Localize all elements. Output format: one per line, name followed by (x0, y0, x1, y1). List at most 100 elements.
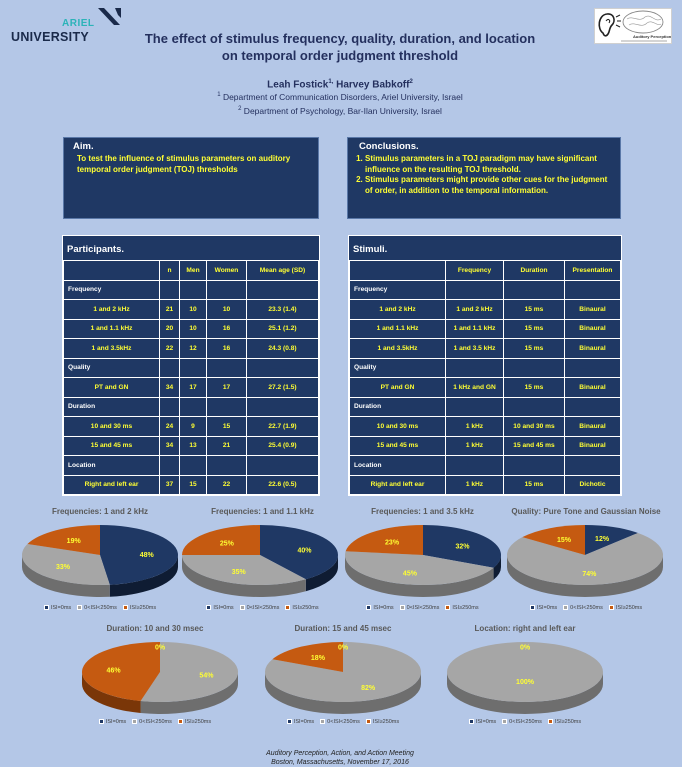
conclusions-list: Stimulus parameters in a TOJ paradigm ma… (353, 154, 615, 196)
pie-data-label: 74% (582, 571, 597, 578)
pie-data-label: 40% (298, 547, 313, 554)
table-cell: 15 ms (503, 318, 565, 339)
legend-item: ISI≥250ms (547, 719, 581, 725)
legend-swatch-icon (320, 719, 326, 725)
table-row: Right and left ear 37 15 22 22.6 (0.5) (63, 474, 319, 495)
legend-label: ISI≥250ms (452, 605, 479, 611)
legend-swatch-icon (608, 605, 614, 611)
table-cell: Binaural (564, 377, 621, 398)
table-cell: 15 ms (503, 338, 565, 359)
table-cell: 25.1 (1.2) (246, 318, 319, 339)
table-cell: 12 (179, 338, 207, 359)
legend-swatch-icon (206, 605, 212, 611)
table-cell: Binaural (564, 318, 621, 339)
table-category-row: Duration (349, 396, 621, 417)
affiliation-2-text: Department of Psychology, Bar-Ilan Unive… (241, 106, 442, 116)
table-cell: Frequency (349, 279, 446, 300)
table-row: 1 and 3.5kHz 22 12 16 24.3 (0.8) (63, 338, 319, 359)
column-header: Men (179, 260, 207, 281)
legend-swatch-icon (286, 719, 292, 725)
table-cell (179, 455, 207, 476)
participants-table: n Men Women Mean age (SD) Frequency 1 and 2 k… (63, 260, 319, 495)
legend-item: ISI=0ms (43, 605, 71, 611)
pie-slice (522, 525, 585, 555)
legend-swatch-icon (366, 605, 372, 611)
pie-data-label: 12% (595, 536, 610, 543)
pie-slice (260, 525, 338, 580)
table-cell (503, 396, 565, 417)
chart-title: Frequencies: 1 and 3.5 kHz (371, 507, 474, 516)
table-row: 1 and 1.1 kHz 20 10 16 25.1 (1.2) (63, 318, 319, 339)
ariel-university-logo: ARIEL UNIVERSITY (10, 8, 121, 44)
table-cell: 16 (206, 318, 247, 339)
table-cell: 10 and 30 ms (349, 416, 446, 437)
stimuli-table-box: Stimuli. Frequency Duration Presentation Fr… (348, 235, 622, 496)
svg-text:Auditory Perception Lab: Auditory Perception Lab (633, 34, 671, 39)
pie-data-label: 82% (361, 685, 376, 692)
pie-slice (585, 525, 638, 555)
column-header: Women (206, 260, 247, 281)
table-cell: 1 and 1.1 kHz (445, 318, 504, 339)
pie-chart-graphic: 48% 33% 19% (21, 525, 179, 597)
auditory-perception-lab-logo: Auditory Perception Lab (594, 8, 672, 44)
chart-title: Frequencies: 1 and 1.1 kHz (211, 507, 314, 516)
table-cell: 15 and 45 ms (503, 435, 565, 456)
aim-text: To test the influence of stimulus parame… (77, 154, 291, 174)
column-header: Frequency (445, 260, 504, 281)
legend-item: ISI=0ms (206, 605, 234, 611)
pie-slice (182, 525, 260, 555)
legend-item: 0<ISI<250ms (320, 719, 360, 725)
pie-slice (140, 642, 238, 702)
table-cell (246, 396, 319, 417)
legend-item: 0<ISI<250ms (77, 605, 117, 611)
table-cell: 37 (159, 474, 180, 495)
legend-swatch-icon (468, 719, 474, 725)
table-cell: Frequency (63, 279, 160, 300)
chart-legend: ISI=0ms 0<ISI<250ms ISI≥250ms (15, 605, 185, 611)
table-cell: Quality (349, 357, 446, 378)
pie-side-wall (507, 555, 663, 597)
legend-label: 0<ISI<250ms (84, 605, 117, 611)
pie-side-wall (265, 672, 421, 714)
table-cell (159, 455, 180, 476)
chart-legend: ISI=0ms 0<ISI<250ms ISI≥250ms (180, 605, 345, 611)
authors: Leah Fostick1, Harvey Babkoff2 (150, 79, 530, 90)
table-cell: 15 and 45 ms (349, 435, 446, 456)
pie-data-label: 46% (107, 668, 122, 675)
pie-data-label: 19% (67, 538, 82, 545)
table-cell: 1 and 3.5kHz (349, 338, 446, 359)
pie-side-wall (109, 555, 178, 597)
chart-title: Location: right and left ear (474, 624, 576, 633)
table-cell: 17 (179, 377, 207, 398)
legend-item: ISI=0ms (468, 719, 496, 725)
table-cell: 16 (206, 338, 247, 359)
pie-side-wall (305, 555, 338, 592)
table-cell: 9 (179, 416, 207, 437)
pie-chart-quality: Quality: Pure Tone and Gaussian Noise 12… (502, 507, 670, 615)
table-cell: 1 and 1.1 kHz (349, 318, 446, 339)
title-line-2: on temporal order judgment threshold (221, 48, 459, 63)
pie-slice (345, 525, 423, 555)
table-cell: Duration (63, 396, 160, 417)
pie-chart-freq-1-2: Frequencies: 1 and 2 kHz 48% 33% 19% ISI=0… (15, 507, 185, 615)
pie-chart-graphic: 12% 74% 15% (507, 525, 663, 597)
table-cell: 1 and 2 kHz (63, 299, 160, 320)
table-category-row: Quality (349, 357, 621, 378)
table-cell (503, 357, 565, 378)
participants-title: Participants. (67, 244, 125, 255)
table-cell (159, 396, 180, 417)
table-cell: 1 and 1.1 kHz (63, 318, 160, 339)
legend-swatch-icon (563, 605, 569, 611)
chart-title: Frequencies: 1 and 2 kHz (51, 507, 149, 516)
stimuli-title: Stimuli. (353, 244, 388, 255)
table-cell: 1 and 2 kHz (445, 299, 504, 320)
table-cell (503, 279, 565, 300)
author-2-sup: 2 (409, 79, 413, 85)
column-header: Duration (503, 260, 565, 281)
legend-item: 0<ISI<250ms (132, 719, 172, 725)
legend-item: ISI≥250ms (365, 719, 399, 725)
legend-item: ISI=0ms (529, 605, 557, 611)
poster-title: The effect of stimulus frequency, qualit… (110, 30, 570, 64)
pie-slice (81, 642, 160, 702)
legend-label: ISI=0ms (213, 605, 234, 611)
